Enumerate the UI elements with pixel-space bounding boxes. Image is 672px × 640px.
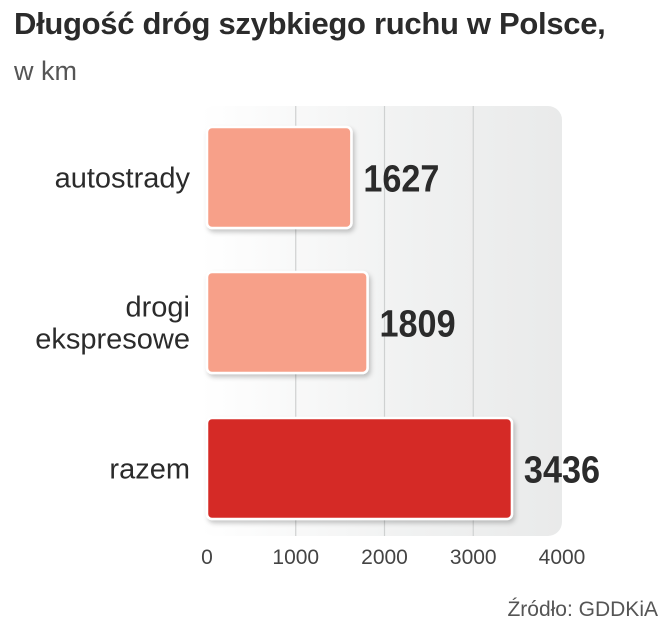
bar-2 [205,416,514,521]
bar-0 [205,125,353,230]
x-axis-ticks: 0 1000 2000 3000 4000 [201,546,585,569]
category-label-line: razem [109,454,190,486]
bar-chart: autostrady drogi ekspresowe razem 1627 1809 3… [35,106,600,569]
category-label-line: ekspresowe [35,324,190,356]
bars [205,125,514,521]
value-label-1: 1809 [380,302,456,345]
value-label-2: 3436 [524,448,600,491]
category-labels: autostrady drogi ekspresowe razem [35,163,190,486]
chart-subtitle: w km [14,56,77,86]
x-tick-label-4000: 4000 [539,546,586,569]
category-label-line: autostrady [55,163,191,195]
category-label-0: autostrady [55,163,191,195]
value-labels: 1627 1809 3436 [363,157,600,491]
x-tick-label-1000: 1000 [272,546,319,569]
x-tick-label-3000: 3000 [450,546,497,569]
category-label-1: drogi ekspresowe [35,292,190,356]
value-label-0: 1627 [363,157,439,200]
category-label-2: razem [109,454,190,486]
x-tick-label-2000: 2000 [361,546,408,569]
chart-title: Długość dróg szybkiego ruchu w Polsce, [14,6,606,41]
category-label-line: drogi [126,292,191,324]
x-tick-label-0: 0 [201,546,213,569]
bar-1 [205,270,369,375]
source-note: Źródło: GDDKiA [507,598,658,621]
